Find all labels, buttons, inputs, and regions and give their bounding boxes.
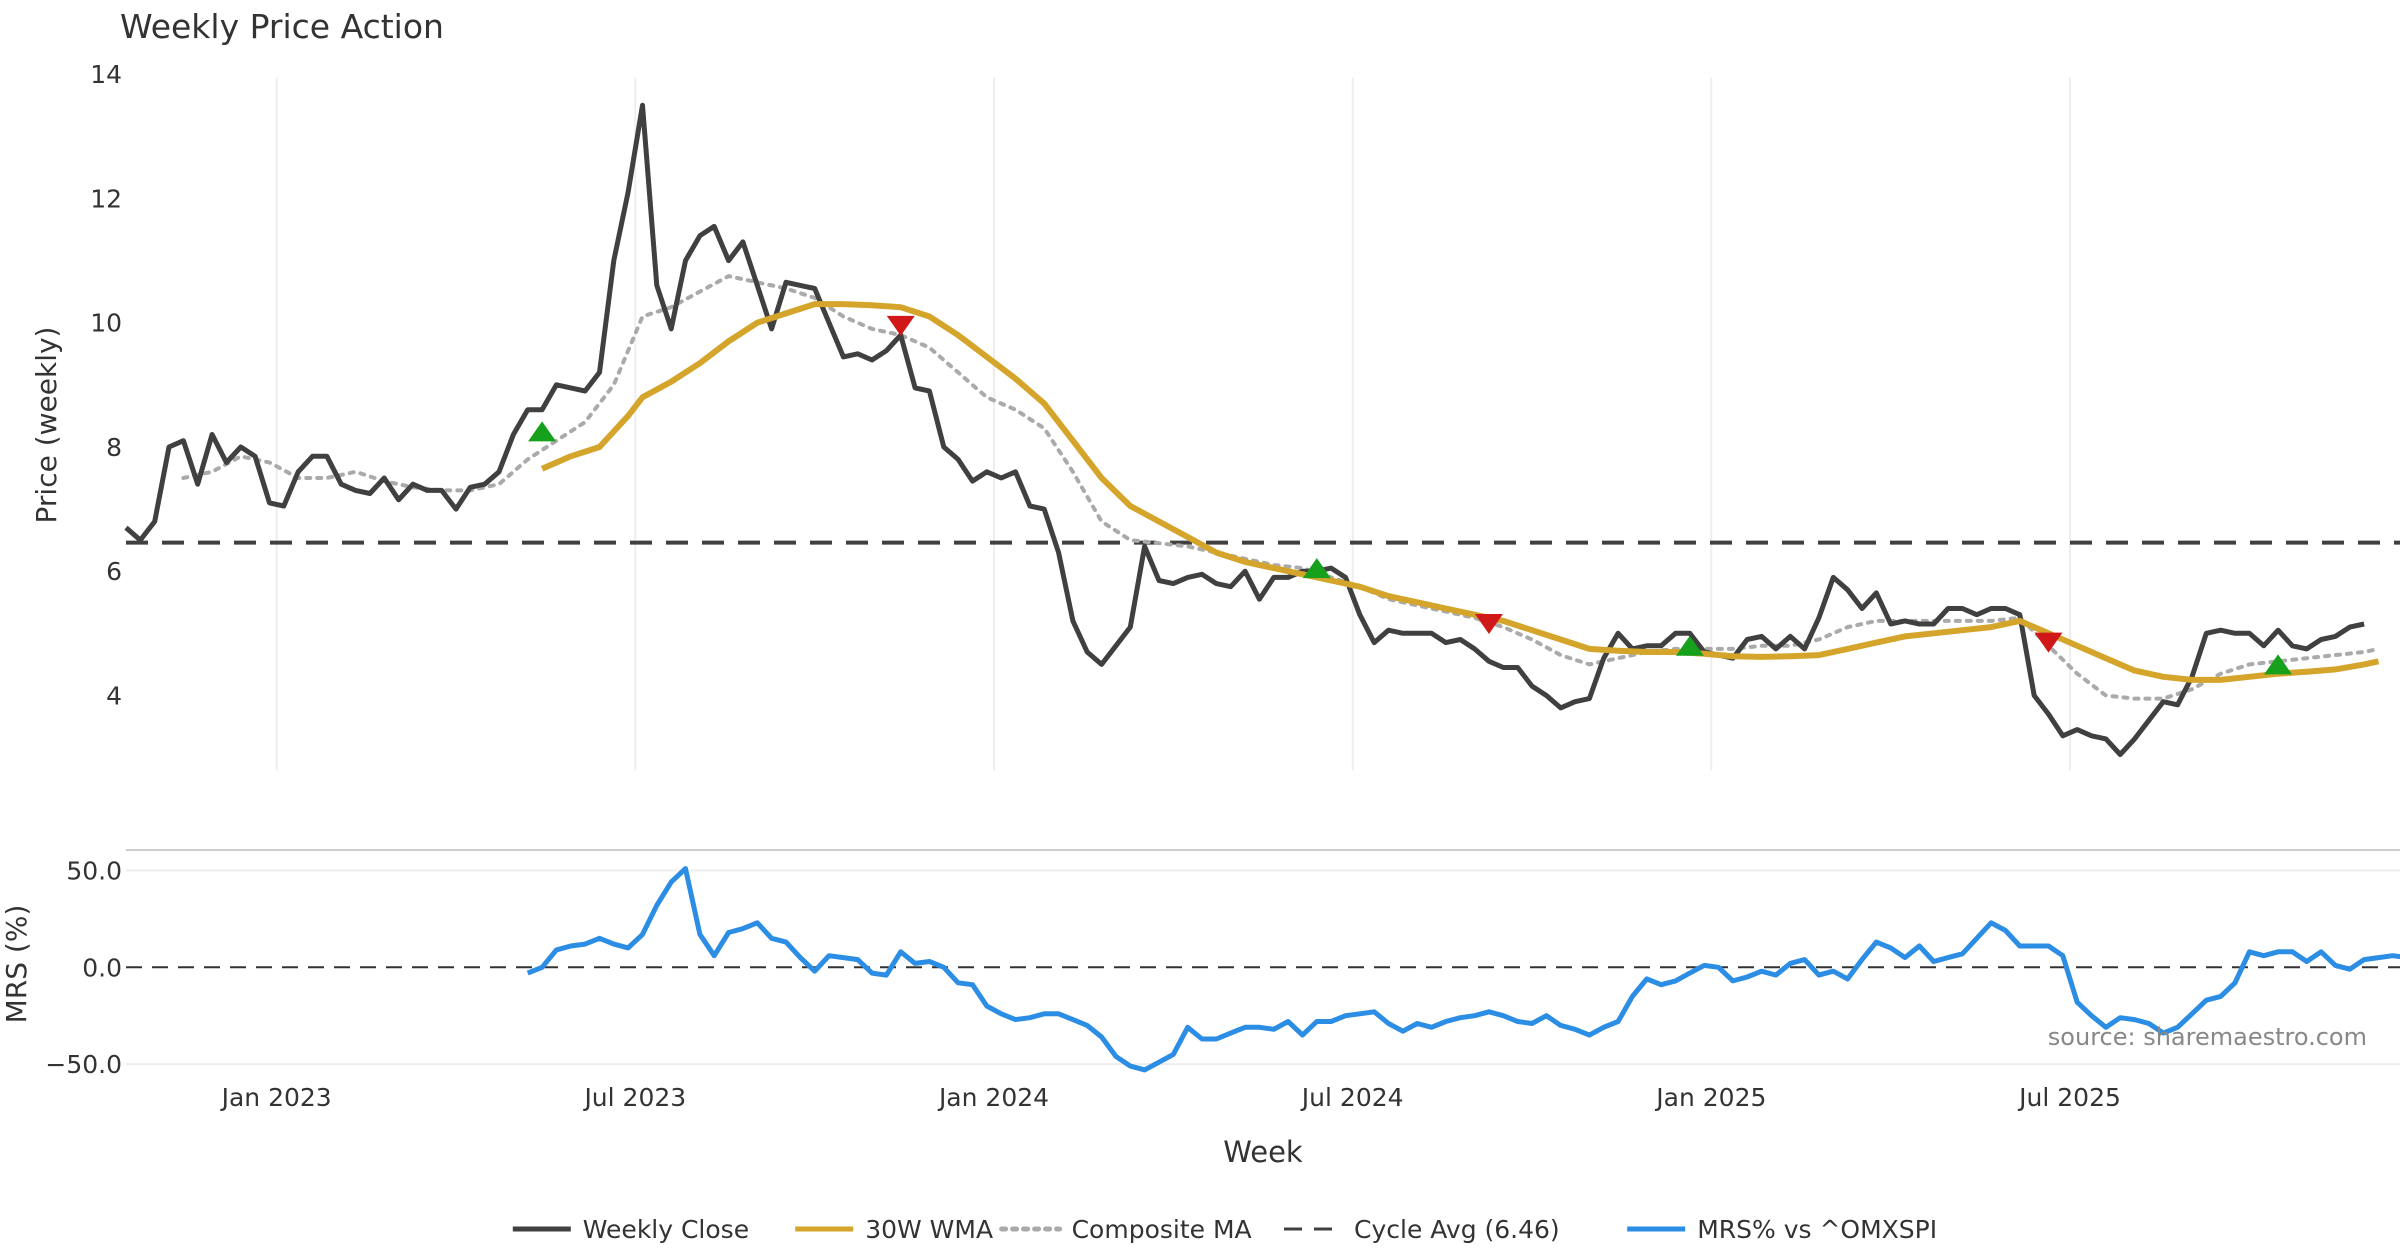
price-y-tick-label: 12 bbox=[90, 184, 122, 213]
x-tick-label: Jan 2025 bbox=[1654, 1083, 1766, 1112]
buy-signal-marker bbox=[1675, 635, 1704, 656]
price-y-ticks: 4 6 8 10 12 14 bbox=[90, 60, 122, 710]
price-y-tick-label: 6 bbox=[106, 557, 122, 586]
x-axis-label: Week bbox=[1223, 1135, 1303, 1169]
price-y-tick-label: 10 bbox=[90, 309, 122, 338]
mrs-panel: −50.0 0.0 50.0 MRS (%) source: sharemaestr… bbox=[0, 849, 2400, 1079]
sell-signal-marker bbox=[886, 315, 915, 336]
chart-title: Weekly Price Action bbox=[120, 7, 444, 46]
mrs-gridlines bbox=[126, 869, 2400, 1066]
mrs-y-tick-label: −50.0 bbox=[45, 1050, 122, 1079]
price-panel: 4 6 8 10 12 14 Price (weekly) bbox=[30, 60, 2400, 770]
mrs-y-ticks: −50.0 0.0 50.0 bbox=[45, 856, 122, 1079]
mrs-y-tick-label: 50.0 bbox=[66, 856, 122, 885]
signal-markers bbox=[528, 315, 2293, 675]
x-tick-label: Jul 2025 bbox=[2017, 1083, 2121, 1112]
buy-signal-marker bbox=[528, 421, 557, 442]
legend-label-mrs: MRS% vs ^OMXSPI bbox=[1697, 1215, 1937, 1244]
wma-30w-line bbox=[540, 301, 2380, 683]
legend-label-close: Weekly Close bbox=[583, 1215, 749, 1244]
source-note: source: sharemaestro.com bbox=[2048, 1023, 2367, 1051]
sell-signal-marker bbox=[1474, 614, 1503, 635]
x-tick-label: Jan 2023 bbox=[220, 1083, 332, 1112]
price-y-tick-label: 8 bbox=[106, 433, 122, 462]
legend: Weekly Close 30W WMA Composite MA Cycle Avg… bbox=[512, 1215, 1937, 1244]
x-tick-label: Jul 2024 bbox=[1300, 1083, 1404, 1112]
legend-label-composite: Composite MA bbox=[1072, 1215, 1252, 1244]
x-tick-label: Jul 2023 bbox=[582, 1083, 686, 1112]
price-y-tick-label: 14 bbox=[90, 60, 122, 89]
mrs-line bbox=[526, 866, 2400, 1073]
buy-signal-marker bbox=[2264, 654, 2293, 675]
price-y-axis-label: Price (weekly) bbox=[30, 327, 63, 524]
legend-label-wma: 30W WMA bbox=[865, 1215, 993, 1244]
mrs-y-axis-label: MRS (%) bbox=[0, 905, 33, 1024]
price-y-tick-label: 4 bbox=[106, 681, 122, 710]
buy-signal-marker bbox=[1302, 558, 1331, 579]
legend-label-cycle: Cycle Avg (6.46) bbox=[1354, 1215, 1560, 1244]
mrs-y-tick-label: 0.0 bbox=[82, 953, 122, 982]
x-tick-label: Jan 2024 bbox=[937, 1083, 1049, 1112]
price-gridlines bbox=[275, 78, 2072, 770]
weekly-close-line bbox=[124, 102, 2365, 757]
sell-signal-marker bbox=[2034, 632, 2063, 653]
x-tick-labels: Jan 2023 Jul 2023 Jan 2024 Jul 2024 Jan 2025… bbox=[220, 1083, 2121, 1112]
